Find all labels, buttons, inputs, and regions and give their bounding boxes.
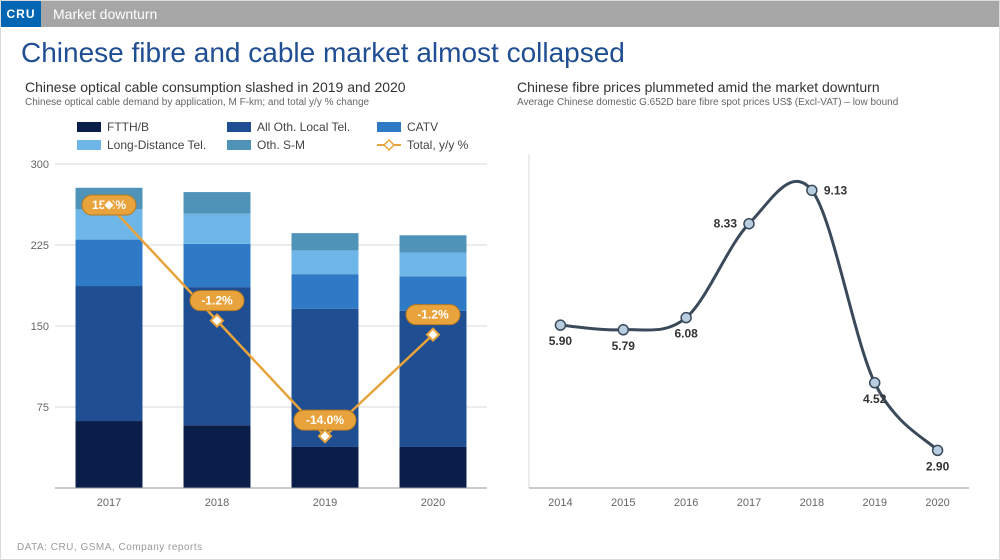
slide: CRU Market downturn Chinese fibre and ca… — [0, 0, 1000, 560]
page-title: Chinese fibre and cable market almost co… — [1, 27, 999, 77]
svg-text:2017: 2017 — [737, 497, 761, 509]
svg-text:2019: 2019 — [313, 497, 337, 509]
right-chart-subtitle: Average Chinese domestic G.652D bare fib… — [509, 95, 989, 114]
right-chart-title: Chinese fibre prices plummeted amid the … — [509, 77, 989, 95]
svg-text:-1.2%: -1.2% — [201, 294, 233, 308]
left-chart: FTTH/B All Oth. Local Tel. CATV Long-Distan… — [17, 114, 497, 514]
data-source-footer: DATA: CRU, GSMA, Company reports — [17, 542, 203, 553]
svg-text:225: 225 — [31, 240, 49, 252]
svg-text:9.13: 9.13 — [824, 183, 848, 197]
svg-text:2018: 2018 — [205, 497, 229, 509]
svg-text:4.52: 4.52 — [863, 392, 887, 406]
svg-text:All Oth. Local Tel.: All Oth. Local Tel. — [257, 120, 350, 134]
svg-text:2.90: 2.90 — [926, 459, 950, 473]
svg-text:-1.2%: -1.2% — [417, 308, 449, 322]
topbar: CRU Market downturn — [1, 1, 999, 27]
svg-text:Total, y/y %: Total, y/y % — [407, 138, 469, 152]
right-chart: 5.90 2014 5.79 2015 6.08 2016 8.33 2017 9.13 2018… — [509, 114, 989, 514]
svg-text:75: 75 — [37, 402, 49, 414]
svg-text:300: 300 — [31, 159, 49, 171]
svg-text:2014: 2014 — [548, 497, 572, 509]
svg-text:2016: 2016 — [674, 497, 698, 509]
svg-text:5.79: 5.79 — [612, 339, 636, 353]
svg-text:2015: 2015 — [611, 497, 635, 509]
svg-text:-14.0%: -14.0% — [306, 413, 344, 427]
svg-text:2017: 2017 — [97, 497, 121, 509]
svg-text:Long-Distance Tel.: Long-Distance Tel. — [107, 138, 206, 152]
svg-text:Oth. S-M: Oth. S-M — [257, 138, 305, 152]
svg-text:6.08: 6.08 — [674, 327, 698, 341]
svg-text:2020: 2020 — [925, 497, 949, 509]
left-chart-title: Chinese optical cable consumption slashe… — [17, 77, 497, 95]
svg-text:8.33: 8.33 — [714, 217, 738, 231]
svg-text:FTTH/B: FTTH/B — [107, 120, 149, 134]
left-chart-subtitle: Chinese optical cable demand by applicat… — [17, 95, 497, 114]
left-panel: Chinese optical cable consumption slashe… — [17, 77, 497, 519]
right-panel: Chinese fibre prices plummeted amid the … — [509, 77, 989, 519]
svg-text:5.90: 5.90 — [549, 334, 573, 348]
svg-text:2020: 2020 — [421, 497, 445, 509]
svg-text:150: 150 — [31, 321, 49, 333]
charts-row: Chinese optical cable consumption slashe… — [1, 77, 999, 519]
svg-text:2018: 2018 — [800, 497, 824, 509]
svg-text:2019: 2019 — [862, 497, 886, 509]
topbar-tag: Market downturn — [41, 1, 999, 27]
brand-logo: CRU — [1, 1, 41, 27]
svg-text:CATV: CATV — [407, 120, 438, 134]
